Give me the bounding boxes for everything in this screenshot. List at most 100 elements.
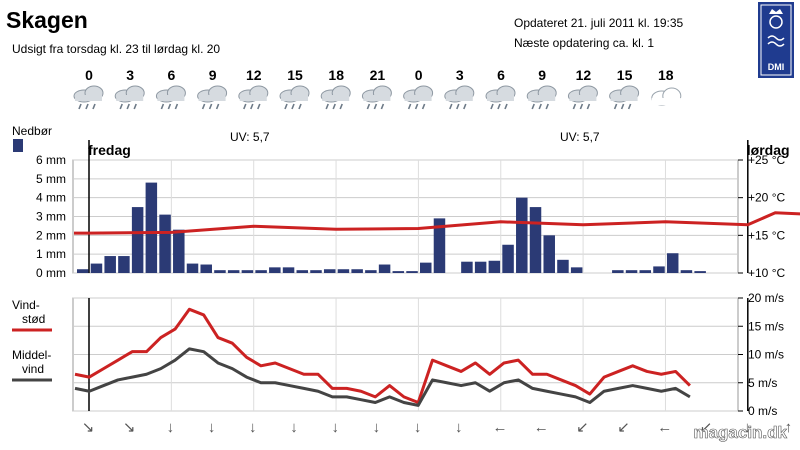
gust-legend: Vind- stød xyxy=(12,298,52,332)
precip-bar xyxy=(378,264,391,273)
precip-legend-swatch xyxy=(13,139,23,152)
temp-tick-label: +10 °C xyxy=(748,266,785,280)
precip-bar xyxy=(612,270,624,273)
cloud-icon xyxy=(651,87,682,106)
hour-label: 9 xyxy=(209,67,217,83)
wind-direction-arrow-icon: ↙ xyxy=(576,419,589,436)
wind-tick-label: 20 m/s xyxy=(748,291,784,305)
wind-direction-arrow-icon: ↓ xyxy=(743,419,751,436)
precip-bar xyxy=(118,256,130,273)
mean-legend-line2: vind xyxy=(22,362,44,376)
hour-label: 6 xyxy=(497,67,505,83)
precip-bar xyxy=(557,259,569,273)
wind-direction-arrow-icon: ↘ xyxy=(123,419,136,436)
hour-label: 18 xyxy=(328,67,344,83)
hour-label: 9 xyxy=(538,67,546,83)
precip-bar xyxy=(323,269,336,273)
wind-direction-arrow-icon: ↓ xyxy=(167,419,175,436)
temperature-line xyxy=(74,211,800,235)
precip-bar xyxy=(282,267,295,273)
precip-bar xyxy=(420,262,432,273)
hour-label: 12 xyxy=(576,67,592,83)
precip-bar xyxy=(653,266,665,273)
precip-tick-label: 3 mm xyxy=(36,210,66,224)
precip-bar xyxy=(77,269,89,273)
gust-legend-line2: stød xyxy=(22,312,45,326)
next-update-text: Næste opdatering ca. kl. 1 xyxy=(514,36,654,50)
temp-tick-label: +15 °C xyxy=(748,228,785,242)
precip-bar xyxy=(639,270,652,273)
precip-tick-label: 2 mm xyxy=(36,228,66,242)
wind-direction-arrow-icon: ↓ xyxy=(290,419,298,436)
wind-tick-label: 10 m/s xyxy=(748,348,784,362)
day-label: fredag xyxy=(88,142,131,158)
precip-bar xyxy=(186,263,199,273)
precip-legend-label: Nedbør xyxy=(12,124,52,138)
uv-label: UV: 5,7 xyxy=(560,130,600,144)
precip-bar xyxy=(241,270,254,273)
hour-label: 0 xyxy=(85,67,93,83)
wind-direction-arrow-icon: ↓ xyxy=(208,419,216,436)
rain-cloud-icon xyxy=(567,85,598,110)
wind-direction-arrow-icon: ↑ xyxy=(785,419,793,436)
precip-tick-label: 6 mm xyxy=(36,153,66,167)
wind-direction-arrow-icon: ← xyxy=(493,419,508,436)
precip-bar xyxy=(666,253,679,273)
wind-direction-arrow-icon: ↓ xyxy=(331,419,339,436)
rain-cloud-icon xyxy=(403,85,434,110)
rain-cloud-icon xyxy=(197,85,228,110)
precip-bar xyxy=(90,263,103,273)
watermark: magacin.dk xyxy=(693,423,787,442)
rain-cloud-icon xyxy=(444,85,475,110)
rain-cloud-icon xyxy=(361,85,392,110)
precip-bar xyxy=(625,270,638,273)
rain-cloud-icon xyxy=(155,85,186,110)
precip-bar xyxy=(131,207,144,273)
hour-label: 18 xyxy=(658,67,674,83)
precip-bar xyxy=(570,267,583,273)
mean-wind-legend: Middel- vind xyxy=(12,348,52,382)
updated-text: Opdateret 21. juli 2011 kl. 19:35 xyxy=(514,16,684,30)
wind-direction-arrow-icon: ↓ xyxy=(455,419,463,436)
precip-bar xyxy=(680,270,693,273)
hour-label: 3 xyxy=(126,67,134,83)
rain-cloud-icon xyxy=(320,85,351,110)
hour-label: 0 xyxy=(415,67,423,83)
wind-tick-label: 5 m/s xyxy=(748,376,777,390)
dmi-logo-text: DMI xyxy=(768,62,785,72)
wind-tick-label: 15 m/s xyxy=(748,319,784,333)
precip-bar xyxy=(310,270,322,273)
uv-label: UV: 5,7 xyxy=(230,130,270,144)
mean-wind-line xyxy=(74,347,691,407)
temp-tick-label: +25 °C xyxy=(748,153,785,167)
outlook-text: Udsigt fra torsdag kl. 23 til lørdag kl.… xyxy=(12,42,220,56)
wind-direction-arrow-icon: ↓ xyxy=(414,419,422,436)
precip-bar xyxy=(694,271,706,273)
rain-cloud-icon xyxy=(485,85,516,110)
precip-bar xyxy=(392,271,405,273)
rain-cloud-icon xyxy=(609,85,640,110)
wind-direction-arrow-icon: ↙ xyxy=(617,419,630,436)
wind-direction-arrow-icon: ↘ xyxy=(82,419,95,436)
precip-bar xyxy=(516,197,528,273)
rain-cloud-icon xyxy=(238,85,269,110)
gust-legend-line1: Vind- xyxy=(12,298,40,312)
wind-direction-arrow-icon: ← xyxy=(534,419,549,436)
precip-bar xyxy=(145,182,158,273)
hour-label: 12 xyxy=(246,67,262,83)
precip-bar xyxy=(200,264,212,273)
hour-label: 3 xyxy=(456,67,464,83)
precip-bar xyxy=(488,260,501,273)
precip-bar xyxy=(173,229,185,273)
precip-bar xyxy=(529,207,542,273)
rain-cloud-icon xyxy=(279,85,310,110)
precip-bar xyxy=(227,270,240,273)
gust-line xyxy=(74,307,691,405)
wind-tick-label: 0 m/s xyxy=(748,404,777,418)
precip-bar xyxy=(104,256,116,273)
wind-direction-arrow-icon: ↓ xyxy=(373,419,381,436)
precip-bar xyxy=(461,261,473,273)
precip-bar xyxy=(214,270,226,273)
